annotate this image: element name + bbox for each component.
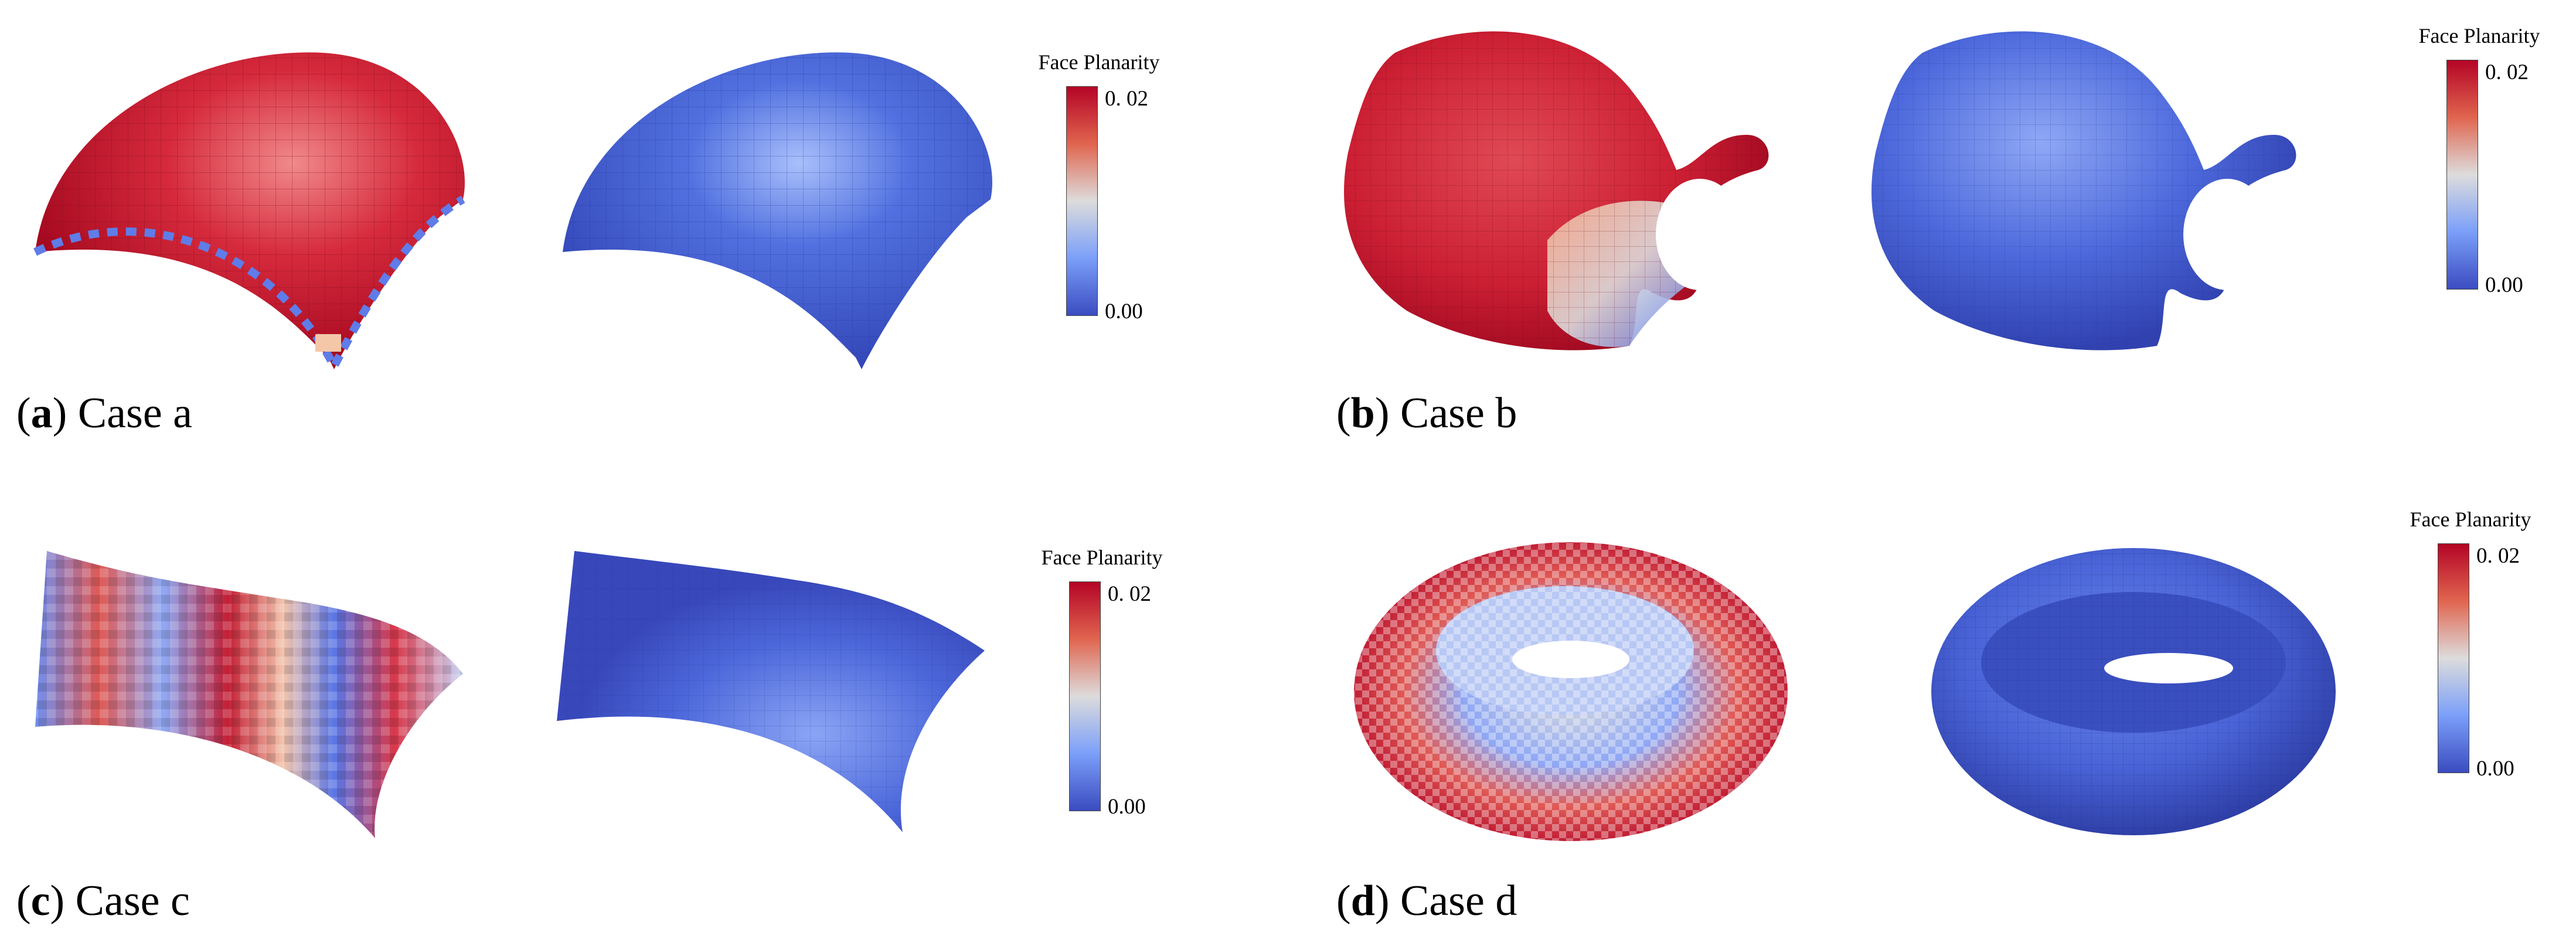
caption-letter: d <box>1350 877 1375 925</box>
colorbar-max-label: 0. 02 <box>1108 582 1151 606</box>
mesh-c-after <box>557 551 985 832</box>
caption-letter: c <box>30 877 50 925</box>
panel-d: Face Planarity 0. 02 0.00 (d) Case d <box>1289 469 2576 939</box>
caption-d: (d) Case d <box>1336 877 1517 925</box>
colorbar-a: Face Planarity 0. 02 0.00 <box>1011 50 1187 355</box>
panel-b: Face Planarity 0. 02 0.00 (b) Case b <box>1289 0 2576 469</box>
colorbar-min-label: 0.00 <box>1105 300 1143 324</box>
colorbar-gradient <box>2446 60 2478 290</box>
mesh-b-before <box>1344 31 1769 351</box>
colorbar-c: Face Planarity 0. 02 0.00 <box>1014 545 1190 850</box>
colorbar-b: Face Planarity 0. 02 0.00 <box>2391 23 2567 328</box>
caption-letter: b <box>1350 389 1375 437</box>
colorbar-title: Face Planarity <box>2410 508 2531 531</box>
panel-a: Face Planarity 0. 02 0.00 (a) Case a <box>0 0 1289 469</box>
caption-c: (c) Case c <box>16 877 190 925</box>
colorbar-max-label: 0. 02 <box>1105 87 1148 111</box>
mesh-a-after <box>563 52 992 369</box>
colorbar-title: Face Planarity <box>2418 24 2540 47</box>
colorbar-min-label: 0.00 <box>2485 273 2523 297</box>
mesh-d-before <box>1354 542 1788 841</box>
colorbar-min-label: 0.00 <box>2476 757 2514 781</box>
caption-text: Case b <box>1400 389 1517 437</box>
mesh-b-after <box>1871 31 2296 351</box>
panel-c: Face Planarity 0. 02 0.00 (c) Case c <box>0 469 1289 939</box>
caption-b: (b) Case b <box>1336 389 1517 437</box>
caption-text: Case d <box>1400 877 1517 925</box>
colorbar-title: Face Planarity <box>1038 50 1160 74</box>
caption-text: Case a <box>77 389 193 437</box>
colorbar-gradient <box>2438 543 2469 773</box>
colorbar-gradient <box>1066 86 1098 316</box>
mesh-c-before <box>35 551 463 838</box>
colorbar-d: Face Planarity 0. 02 0.00 <box>2383 507 2558 812</box>
mesh-d-after <box>1931 548 2336 835</box>
colorbar-max-label: 0. 02 <box>2485 60 2529 84</box>
mesh-a-before <box>33 52 465 376</box>
caption-text: Case c <box>75 877 190 925</box>
colorbar-max-label: 0. 02 <box>2476 544 2520 568</box>
colorbar-min-label: 0.00 <box>1108 795 1146 819</box>
caption-a: (a) Case a <box>16 389 193 437</box>
colorbar-title: Face Planarity <box>1041 546 1163 569</box>
caption-letter: a <box>30 389 53 437</box>
colorbar-gradient <box>1069 581 1101 811</box>
